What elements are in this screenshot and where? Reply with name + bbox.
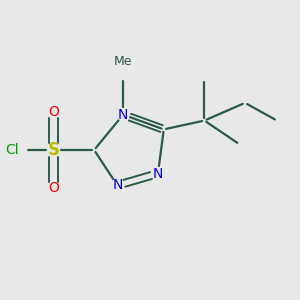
Text: O: O [48, 105, 59, 119]
Text: O: O [48, 181, 59, 195]
Ellipse shape [48, 144, 59, 156]
Ellipse shape [112, 179, 123, 191]
Text: S: S [47, 141, 59, 159]
Ellipse shape [117, 109, 129, 121]
Text: N: N [112, 178, 122, 192]
Text: Cl: Cl [5, 143, 19, 157]
Ellipse shape [48, 182, 59, 194]
Ellipse shape [152, 168, 164, 179]
Ellipse shape [11, 144, 27, 156]
Text: N: N [153, 167, 163, 181]
Ellipse shape [48, 106, 59, 118]
Text: N: N [118, 108, 128, 122]
Text: Me: Me [114, 55, 132, 68]
